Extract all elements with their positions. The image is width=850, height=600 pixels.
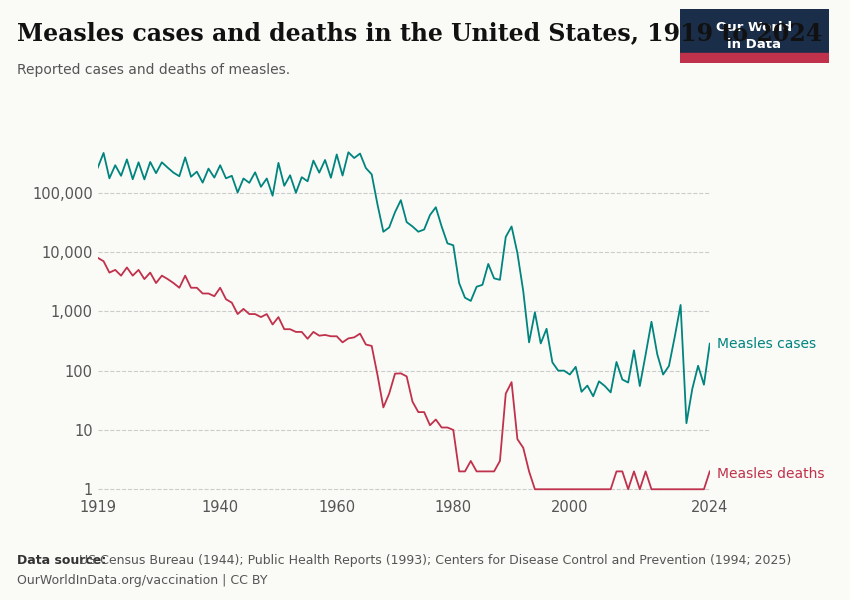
- Text: US Census Bureau (1944); Public Health Reports (1993); Centers for Disease Contr: US Census Bureau (1944); Public Health R…: [75, 554, 791, 567]
- Text: Measles cases and deaths in the United States, 1919 to 2024: Measles cases and deaths in the United S…: [17, 21, 822, 45]
- Text: Data source:: Data source:: [17, 554, 106, 567]
- Text: Measles cases: Measles cases: [717, 337, 816, 350]
- Text: Our World: Our World: [717, 22, 792, 34]
- Text: OurWorldInData.org/vaccination | CC BY: OurWorldInData.org/vaccination | CC BY: [17, 574, 268, 587]
- Text: in Data: in Data: [728, 38, 781, 50]
- Text: Reported cases and deaths of measles.: Reported cases and deaths of measles.: [17, 63, 290, 77]
- Bar: [680, 53, 829, 63]
- Text: Measles deaths: Measles deaths: [717, 467, 824, 481]
